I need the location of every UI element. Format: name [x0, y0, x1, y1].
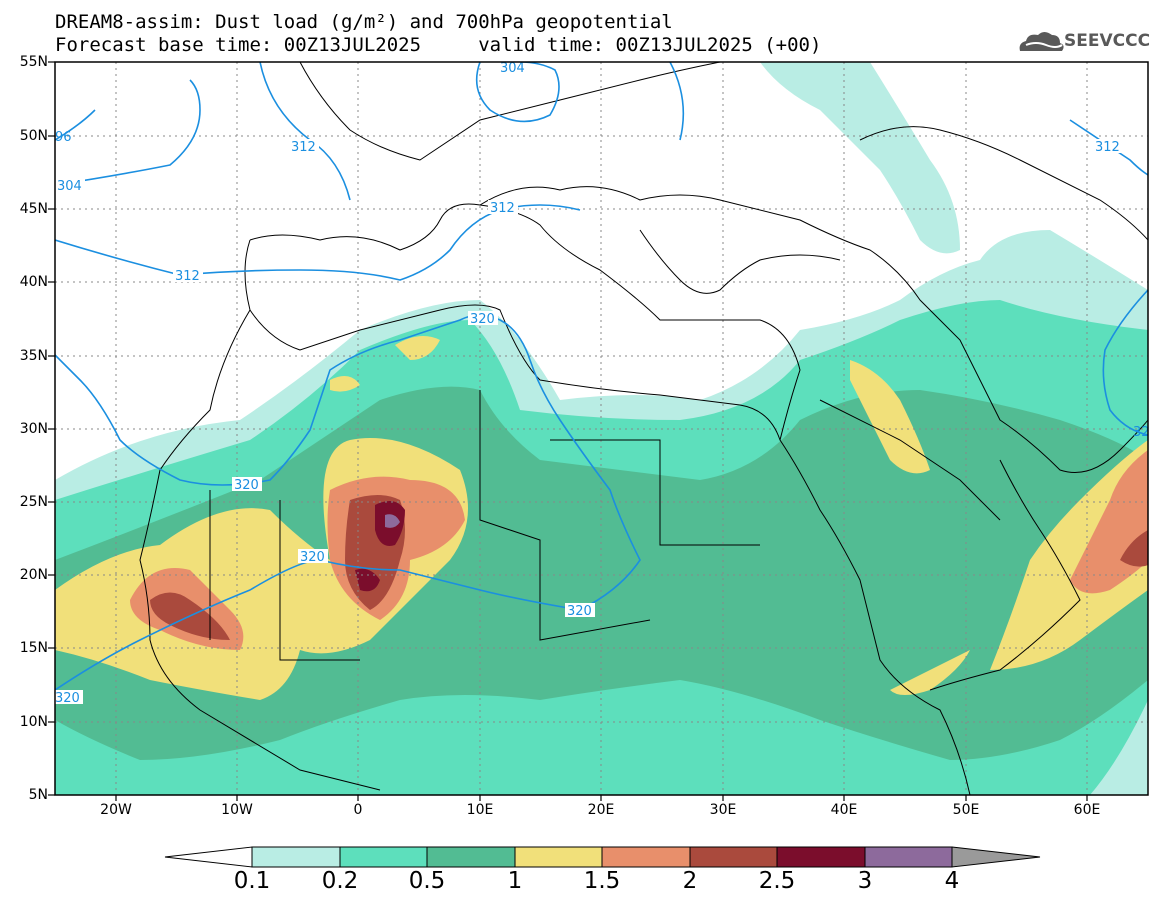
lon-label: 60E — [1073, 802, 1101, 818]
lat-label: 35N — [19, 348, 48, 364]
lon-label: 40E — [830, 802, 858, 818]
colorbar-label: 2 — [682, 868, 698, 894]
lat-label: 15N — [19, 640, 48, 656]
coastlines — [139, 62, 1148, 795]
chart-title: DREAM8-assim: Dust load (g/m²) and 700hP… — [55, 11, 673, 33]
contour-label: 304 — [57, 179, 82, 194]
contour-label: 96 — [55, 130, 72, 145]
dust-region-bin4-mor — [330, 376, 360, 392]
lat-label: 40N — [19, 274, 48, 290]
lat-label: 30N — [19, 421, 48, 437]
colorbar-label: 1.5 — [583, 868, 621, 894]
contour-label: 320 — [470, 312, 495, 327]
lon-label: 0 — [353, 802, 363, 818]
lat-label: 45N — [19, 201, 48, 217]
colorbar-label: 2.5 — [758, 868, 796, 894]
lat-label: 5N — [28, 787, 48, 803]
lat-label: 55N — [19, 54, 48, 70]
lat-label: 10N — [19, 714, 48, 730]
colorbar-label: 3 — [857, 868, 873, 894]
dust-region-bin1-north — [760, 62, 960, 254]
colorbar-label: 4 — [944, 868, 960, 894]
axis-ticks — [48, 61, 1088, 801]
lon-label: 50E — [952, 802, 980, 818]
chart-subtitle: Forecast base time: 00Z13JUL2025 valid t… — [55, 34, 822, 56]
contour-label: 312 — [490, 201, 515, 216]
lat-label: 50N — [19, 128, 48, 144]
colorbar-label: 0.2 — [321, 868, 359, 894]
contour-label: 320 — [300, 550, 325, 565]
contour-label: 312 — [291, 140, 316, 155]
dust-region-bin6-oman — [1120, 530, 1148, 567]
lon-label: 10W — [221, 802, 253, 818]
lon-label: 20E — [587, 802, 615, 818]
cloud-logo-icon — [1019, 32, 1064, 51]
colorbar-label: 0.1 — [233, 868, 271, 894]
dust-region-bin4-east — [990, 440, 1148, 670]
lat-label: 20N — [19, 567, 48, 583]
dust-region-bin4-iraq — [850, 360, 930, 474]
dust-region-bin4-alg — [395, 336, 440, 360]
contour-labels: 320 320 320 320 320 320 312 312 312 312 … — [53, 61, 1150, 706]
colorbar-label: 0.5 — [408, 868, 446, 894]
contour-label: 304 — [500, 61, 525, 76]
contour-label: 320 — [55, 691, 80, 706]
lon-label: 10E — [466, 802, 494, 818]
contour-label: 32 — [1133, 425, 1150, 440]
dust-region-bin8 — [385, 514, 400, 528]
logo-text: SEEVCCC — [1064, 31, 1151, 51]
contour-label: 320 — [234, 478, 259, 493]
contour-label: 312 — [1095, 140, 1120, 155]
contour-label: 320 — [567, 604, 592, 619]
colorbar-label: 1 — [507, 868, 523, 894]
lon-label: 20W — [100, 802, 132, 818]
contour-label: 312 — [175, 269, 200, 284]
lat-label: 25N — [19, 494, 48, 510]
dust-region-bin4-sudan — [890, 650, 970, 695]
lon-label: 30E — [709, 802, 737, 818]
